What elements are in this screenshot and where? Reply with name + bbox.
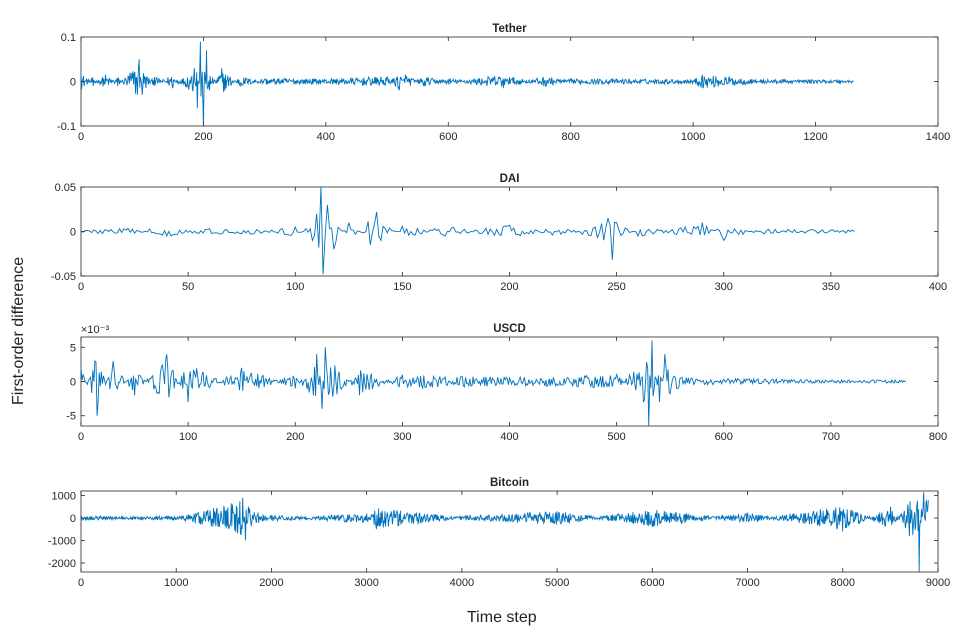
x-tick-label: 1000 [681, 131, 705, 143]
subplot-title: DAI [500, 173, 520, 185]
x-tick-label: 8000 [831, 577, 855, 589]
x-tick-label: 250 [607, 281, 625, 293]
x-tick-label: 9000 [926, 577, 950, 589]
x-tick-label: 400 [500, 431, 518, 443]
x-tick-label: 400 [929, 281, 947, 293]
y-tick-label: -2000 [48, 558, 76, 570]
y-tick-label: 0 [70, 227, 76, 239]
x-tick-label: 200 [500, 281, 518, 293]
x-tick-label: 0 [78, 431, 84, 443]
x-tick-label: 200 [286, 431, 304, 443]
series-line-tether [80, 41, 854, 127]
y-tick-label: -0.1 [57, 121, 76, 133]
figure-ylabel: First-order difference [10, 256, 27, 405]
y-tick-label: 0 [70, 513, 76, 525]
x-tick-label: 150 [393, 281, 411, 293]
x-tick-label: 300 [715, 281, 733, 293]
subplot-title: USCD [493, 323, 526, 335]
x-tick-label: 6000 [640, 577, 664, 589]
x-tick-label: 2000 [259, 577, 283, 589]
x-tick-label: 1400 [926, 131, 950, 143]
y-tick-label: 0 [70, 77, 76, 89]
axes-box [80, 186, 939, 277]
y-exponent-label: ×10⁻³ [81, 324, 109, 336]
x-tick-label: 5000 [545, 577, 569, 589]
x-tick-label: 500 [607, 431, 625, 443]
y-tick-label: 5 [70, 342, 76, 354]
series-line-bitcoin [80, 492, 929, 573]
x-tick-label: 50 [182, 281, 194, 293]
y-tick-label: -5 [66, 411, 76, 423]
x-tick-label: 100 [179, 431, 197, 443]
x-tick-label: 400 [317, 131, 335, 143]
x-tick-label: 600 [715, 431, 733, 443]
x-tick-label: 0 [78, 281, 84, 293]
x-tick-label: 100 [286, 281, 304, 293]
y-tick-label: 1000 [52, 491, 76, 503]
x-tick-label: 350 [822, 281, 840, 293]
axes-box [80, 490, 939, 573]
x-tick-label: 4000 [450, 577, 474, 589]
y-tick-label: -1000 [48, 536, 76, 548]
x-tick-label: 800 [562, 131, 580, 143]
figure-xlabel: Time step [467, 609, 537, 626]
x-tick-label: 3000 [354, 577, 378, 589]
x-tick-label: 800 [929, 431, 947, 443]
x-tick-label: 7000 [735, 577, 759, 589]
x-tick-label: 1000 [164, 577, 188, 589]
x-tick-label: 600 [439, 131, 457, 143]
y-tick-label: -0.05 [51, 271, 76, 283]
x-tick-label: 700 [822, 431, 840, 443]
subplot-title: Bitcoin [490, 477, 529, 489]
subplot-title: Tether [492, 23, 527, 35]
x-tick-label: 0 [78, 131, 84, 143]
y-tick-label: 0.05 [55, 182, 76, 194]
x-tick-label: 300 [393, 431, 411, 443]
y-tick-label: 0 [70, 377, 76, 389]
subplot-uscd: 0 100 200 300 400 500 600 700 800-505×10⁻³ USCD [66, 323, 947, 443]
x-tick-label: 1200 [803, 131, 827, 143]
subplot-bitcoin: 0 1000 2000 3000 4000 5000 6000 7000 8000 9000 -20… [48, 477, 950, 589]
series-line-dai [80, 186, 855, 275]
series-line-uscd [80, 340, 906, 427]
x-tick-label: 0 [78, 577, 84, 589]
x-tick-label: 200 [194, 131, 212, 143]
y-tick-label: 0.1 [61, 32, 76, 44]
